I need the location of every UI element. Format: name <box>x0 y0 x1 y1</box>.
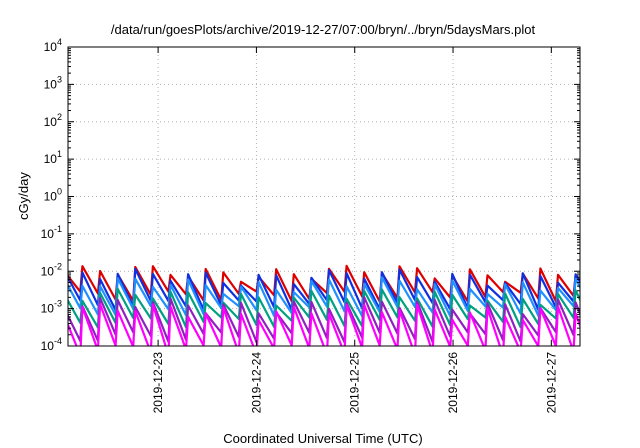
x-tick-label: 2019-12-24 <box>249 352 263 414</box>
series-layer <box>68 264 580 346</box>
y-tick-label: 102 <box>44 112 62 129</box>
x-tick-label: 2019-12-25 <box>348 352 362 414</box>
y-axis-label: cGy/day <box>16 172 31 220</box>
x-tick-label: 2019-12-23 <box>151 352 165 414</box>
x-axis-label: Coordinated Universal Time (UTC) <box>223 431 422 446</box>
series-line <box>68 276 580 318</box>
x-tick-label: 2019-12-27 <box>544 352 558 414</box>
y-tick-label: 10-3 <box>41 299 62 316</box>
y-tick-label: 100 <box>44 187 62 204</box>
y-tick-label: 10-2 <box>41 261 62 278</box>
chart-title: /data/run/goesPlots/archive/2019-12-27/0… <box>111 22 536 37</box>
series-line <box>68 303 580 346</box>
y-tick-label: 10-1 <box>41 224 62 241</box>
y-tick-label: 104 <box>44 37 62 54</box>
y-tick-label: 101 <box>44 149 62 166</box>
y-tick-label: 10-4 <box>41 336 62 353</box>
x-tick-label: 2019-12-26 <box>446 352 460 414</box>
grid <box>68 47 580 346</box>
y-tick-label: 103 <box>44 74 62 91</box>
y-ticks: 10-4 10-3 10-2 10-1 100 101 102 103 104 <box>41 37 580 353</box>
x-ticks: 2019-12-23 2019-12-24 2019-12-25 2019-12-26… <box>151 47 558 413</box>
